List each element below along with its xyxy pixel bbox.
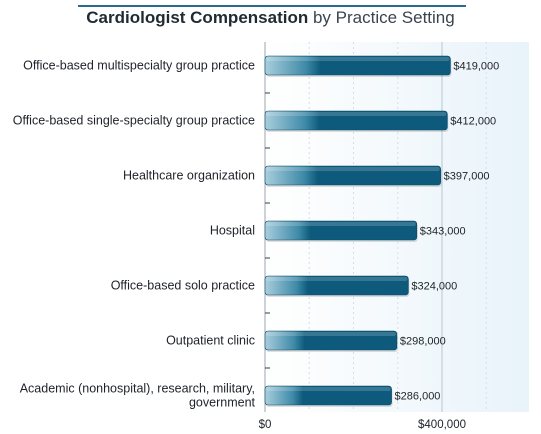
chart-title: Cardiologist Compensation by Practice Se… [0,5,541,28]
bar-highlight [266,277,408,281]
value-label: $343,000 [420,226,466,238]
bar [264,220,418,241]
bars [264,55,452,407]
category-labels: Office-based multispecialty group practi… [13,59,256,410]
bar [264,330,398,351]
bar-highlight [266,167,440,171]
category-label: Office-based multispecialty group practi… [23,59,255,73]
bar-highlight [266,112,447,116]
bar [264,55,451,76]
category-label: government [189,396,256,410]
category-label: Academic (nonhospital), research, milita… [20,382,255,396]
bar-highlight [266,332,396,336]
bar [264,110,448,131]
bar-highlight [266,387,391,391]
bar [264,275,409,296]
value-label: $324,000 [411,281,457,293]
x-axis-ticks: $0 $400,000 [259,419,466,431]
chart-title-bold: Cardiologist Compensation [86,8,309,27]
bar-highlight [266,57,450,61]
bar [264,385,392,406]
category-label: Office-based solo practice [111,279,255,293]
title-rule [78,5,466,7]
bar-highlight [266,222,416,226]
value-label: $419,000 [453,61,499,73]
bar [264,165,441,186]
category-label: Office-based single-specialty group prac… [13,114,255,128]
value-label: $397,000 [444,171,490,183]
category-label: Hospital [210,224,255,238]
value-label: $286,000 [395,391,441,403]
chart-title-rest: by Practice Setting [312,8,455,27]
x-tick-label: $400,000 [418,419,466,431]
value-labels: $419,000 $412,000 $397,000 $343,000 $324,000… [395,61,500,403]
x-tick-label: $0 [259,419,272,431]
category-label: Healthcare organization [123,169,255,183]
category-label: Outpatient clinic [166,334,255,348]
value-label: $298,000 [400,336,446,348]
value-label: $412,000 [450,116,496,128]
